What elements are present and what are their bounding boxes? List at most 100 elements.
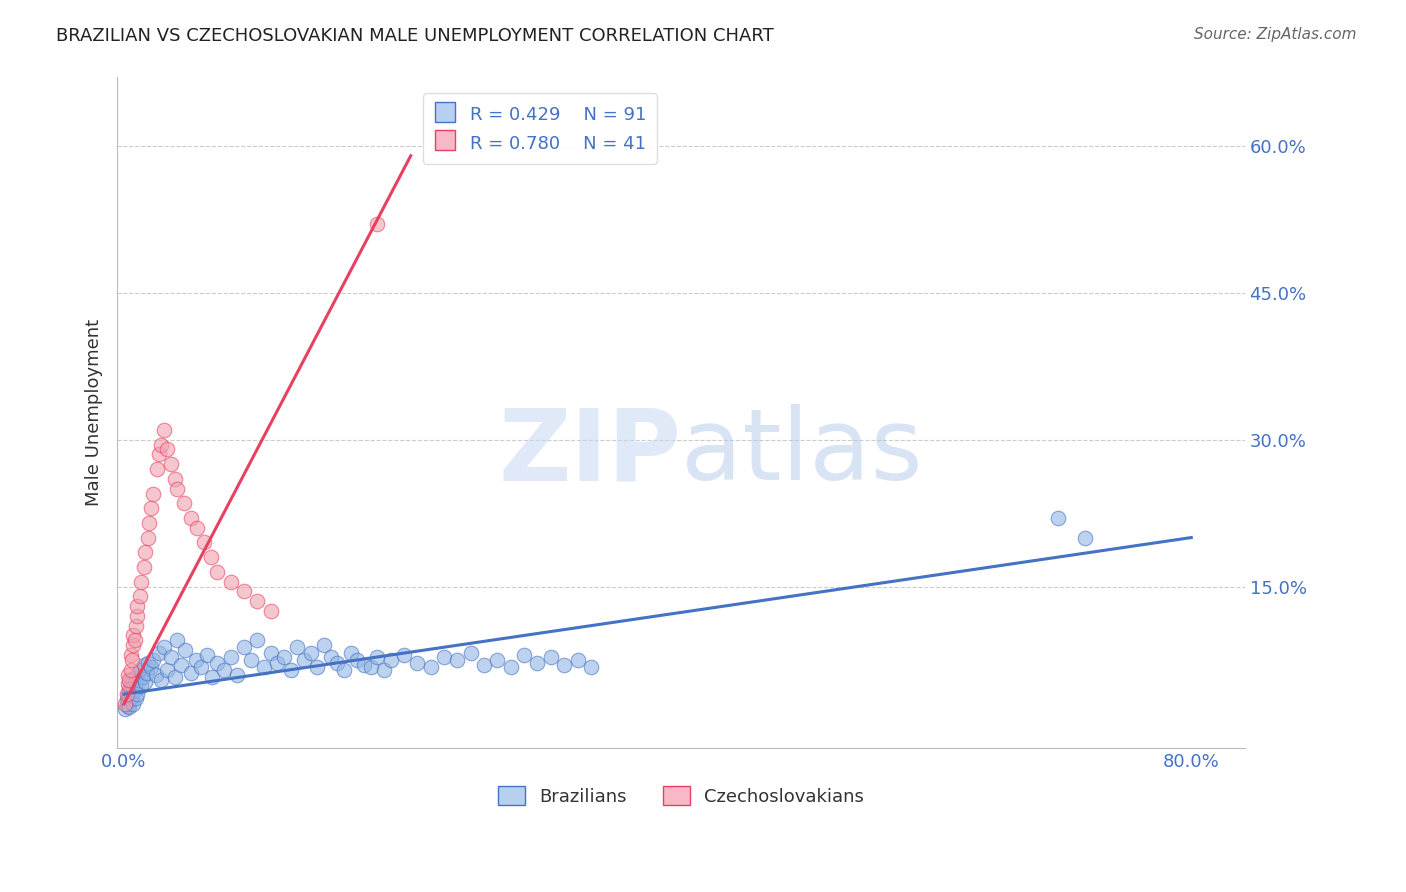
- Point: [124, 683, 146, 698]
- Point: [135, 665, 157, 680]
- Point: [540, 650, 562, 665]
- Point: [233, 584, 256, 599]
- Point: [120, 648, 142, 662]
- Point: [266, 656, 288, 670]
- Point: [339, 646, 361, 660]
- Point: [166, 633, 188, 648]
- Point: [163, 669, 186, 683]
- Point: [346, 653, 368, 667]
- Point: [193, 535, 215, 549]
- Point: [513, 648, 536, 662]
- Point: [120, 692, 142, 706]
- Text: Source: ZipAtlas.com: Source: ZipAtlas.com: [1194, 27, 1357, 42]
- Point: [148, 646, 170, 660]
- Point: [115, 687, 138, 701]
- Point: [174, 643, 197, 657]
- Point: [180, 665, 202, 680]
- Point: [166, 482, 188, 496]
- Text: ZIP: ZIP: [498, 404, 681, 501]
- Point: [170, 657, 193, 672]
- Point: [118, 682, 141, 697]
- Point: [155, 442, 177, 457]
- Point: [138, 516, 160, 530]
- Point: [366, 217, 388, 231]
- Point: [125, 691, 148, 706]
- Point: [353, 657, 375, 672]
- Point: [121, 653, 143, 667]
- Point: [201, 669, 224, 683]
- Point: [150, 673, 173, 687]
- Point: [380, 653, 402, 667]
- Point: [326, 656, 349, 670]
- Point: [312, 638, 335, 652]
- Point: [122, 638, 145, 652]
- Point: [159, 457, 181, 471]
- Point: [180, 511, 202, 525]
- Point: [159, 650, 181, 665]
- Point: [273, 650, 295, 665]
- Point: [1073, 531, 1095, 545]
- Point: [239, 653, 262, 667]
- Point: [121, 689, 143, 703]
- Point: [134, 675, 156, 690]
- Point: [553, 657, 575, 672]
- Text: BRAZILIAN VS CZECHOSLOVAKIAN MALE UNEMPLOYMENT CORRELATION CHART: BRAZILIAN VS CZECHOSLOVAKIAN MALE UNEMPL…: [56, 27, 773, 45]
- Point: [129, 574, 152, 589]
- Point: [122, 697, 145, 711]
- Point: [373, 663, 395, 677]
- Point: [150, 437, 173, 451]
- Point: [333, 663, 356, 677]
- Point: [127, 599, 149, 613]
- Point: [139, 660, 162, 674]
- Point: [124, 669, 146, 683]
- Legend: Brazilians, Czechoslovakians: Brazilians, Czechoslovakians: [491, 779, 872, 813]
- Point: [127, 667, 149, 681]
- Point: [233, 640, 256, 655]
- Point: [307, 660, 329, 674]
- Point: [128, 673, 150, 687]
- Point: [134, 545, 156, 559]
- Point: [259, 604, 281, 618]
- Point: [246, 633, 269, 648]
- Point: [118, 700, 141, 714]
- Point: [186, 521, 208, 535]
- Point: [120, 663, 142, 677]
- Point: [366, 650, 388, 665]
- Point: [219, 650, 242, 665]
- Point: [184, 653, 207, 667]
- Point: [131, 669, 153, 683]
- Point: [207, 565, 229, 579]
- Point: [139, 501, 162, 516]
- Point: [114, 702, 136, 716]
- Point: [319, 650, 342, 665]
- Point: [200, 550, 222, 565]
- Point: [226, 667, 249, 681]
- Point: [299, 646, 322, 660]
- Point: [127, 687, 149, 701]
- Point: [1046, 511, 1069, 525]
- Point: [433, 650, 456, 665]
- Point: [124, 633, 146, 648]
- Point: [117, 687, 139, 701]
- Point: [419, 660, 441, 674]
- Point: [127, 608, 149, 623]
- Point: [173, 496, 195, 510]
- Point: [567, 653, 589, 667]
- Y-axis label: Male Unemployment: Male Unemployment: [86, 319, 103, 507]
- Point: [142, 486, 165, 500]
- Text: atlas: atlas: [681, 404, 922, 501]
- Point: [253, 660, 276, 674]
- Point: [460, 646, 482, 660]
- Point: [219, 574, 242, 589]
- Point: [145, 667, 167, 681]
- Point: [280, 663, 302, 677]
- Point: [121, 673, 143, 687]
- Point: [246, 594, 269, 608]
- Point: [117, 667, 139, 681]
- Point: [292, 653, 315, 667]
- Point: [122, 628, 145, 642]
- Point: [122, 679, 145, 693]
- Point: [499, 660, 522, 674]
- Point: [259, 646, 281, 660]
- Point: [163, 472, 186, 486]
